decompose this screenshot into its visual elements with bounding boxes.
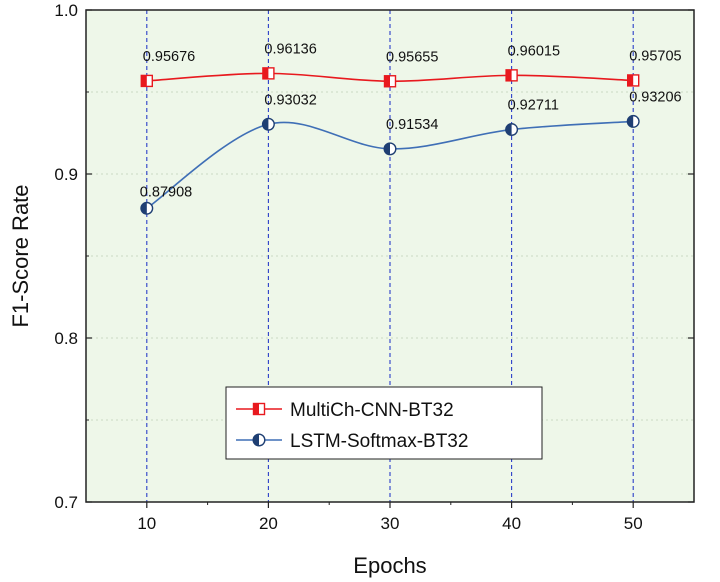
legend-box xyxy=(225,386,543,460)
y-axis-title: F1-Score Rate xyxy=(8,184,33,327)
legend-marker xyxy=(252,402,266,416)
y-tick-label: 0.7 xyxy=(54,493,78,512)
ticks: 0.7 0.8 0.9 1.0 10 20 30 40 50 xyxy=(54,1,694,533)
data-point-marker xyxy=(383,142,397,156)
data-label: 0.87908 xyxy=(140,184,192,200)
data-point-marker xyxy=(627,74,640,87)
marker-layer xyxy=(140,67,640,215)
data-label: 0.93206 xyxy=(629,89,681,105)
x-tick-label: 50 xyxy=(624,514,643,533)
data-point-marker xyxy=(626,114,640,128)
x-tick-label: 40 xyxy=(502,514,521,533)
data-point-marker xyxy=(140,74,154,88)
data-point-marker xyxy=(505,123,519,137)
data-label: 0.92711 xyxy=(508,98,559,114)
x-tick-label: 30 xyxy=(381,514,400,533)
legend: MultiCh-CNN-BT32 LSTM-Softmax-BT32 xyxy=(225,386,543,460)
data-point-marker xyxy=(383,75,397,88)
y-tick-label: 1.0 xyxy=(54,1,78,20)
legend-marker xyxy=(252,433,266,447)
data-label: 0.96136 xyxy=(264,41,316,57)
data-label: 0.91534 xyxy=(386,117,438,133)
data-point-marker xyxy=(262,67,275,80)
data-label-layer: 0.95676 0.96136 0.95655 0.96015 0.95705 0.879… xyxy=(140,41,682,200)
data-label: 0.95705 xyxy=(629,48,681,64)
y-tick-label: 0.9 xyxy=(54,165,78,184)
legend-label: LSTM-Softmax-BT32 xyxy=(290,431,468,452)
legend-label: MultiCh-CNN-BT32 xyxy=(290,400,454,421)
data-label: 0.96015 xyxy=(508,43,560,59)
data-label: 0.95655 xyxy=(386,49,438,65)
data-point-marker xyxy=(505,69,518,82)
y-tick-label: 0.8 xyxy=(54,329,78,348)
grid xyxy=(86,10,694,502)
data-point-marker xyxy=(261,117,275,131)
x-tick-label: 20 xyxy=(259,514,278,533)
data-point-marker xyxy=(140,201,154,215)
x-axis-title: Epochs xyxy=(353,553,426,578)
data-label: 0.95676 xyxy=(143,49,195,65)
data-label: 0.93032 xyxy=(264,92,316,108)
x-tick-label: 10 xyxy=(137,514,156,533)
